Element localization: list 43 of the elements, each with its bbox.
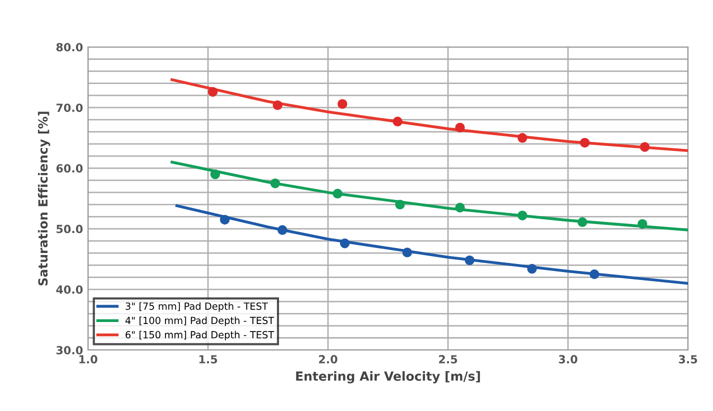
y-tick-label: 30.0 (56, 346, 83, 354)
y-tick-label: 70.0 (56, 104, 83, 112)
x-tick-label: 1.0 (79, 355, 98, 364)
y-axis-title: Saturation Efficiency [%] (38, 112, 50, 286)
line-series (170, 78, 688, 152)
point (392, 116, 402, 126)
point (395, 200, 405, 210)
point (220, 214, 230, 225)
point (578, 217, 588, 227)
point (464, 255, 474, 266)
y-tick-label: 80.0 (56, 42, 83, 52)
point (640, 142, 650, 152)
point (340, 238, 350, 248)
point (518, 210, 528, 220)
point (518, 133, 528, 143)
point (210, 169, 220, 180)
point (455, 122, 465, 132)
x-axis-title: Entering Air Velocity [m/s] (296, 371, 480, 384)
x-tick-label: 2.0 (319, 355, 338, 364)
x-tick-label: 3.0 (558, 355, 578, 364)
y-tick-label: 60.0 (56, 164, 83, 173)
legend-label: 3" [75 mm] Pad Depth - TEST (126, 302, 268, 312)
line-series (175, 204, 688, 285)
x-tick-label: 2.5 (439, 355, 458, 364)
point (527, 264, 537, 274)
y-tick-label: 50.0 (56, 224, 83, 234)
legend-label: 6" [150 mm] Pad Depth - TEST (126, 330, 274, 340)
point (638, 219, 648, 229)
x-tick-label: 3.5 (678, 355, 698, 364)
point (272, 100, 282, 110)
point (270, 178, 280, 188)
point (402, 248, 412, 258)
point (590, 269, 600, 280)
point (278, 225, 288, 235)
point (580, 138, 590, 148)
legend-label: 4" [100 mm] Pad Depth - TEST (125, 316, 274, 326)
line-series (170, 160, 688, 232)
point (455, 202, 465, 212)
x-tick-label: 1.5 (199, 355, 218, 364)
y-tick-label: 40.0 (56, 285, 83, 294)
point (338, 99, 348, 109)
point (208, 86, 218, 97)
point (332, 188, 342, 199)
